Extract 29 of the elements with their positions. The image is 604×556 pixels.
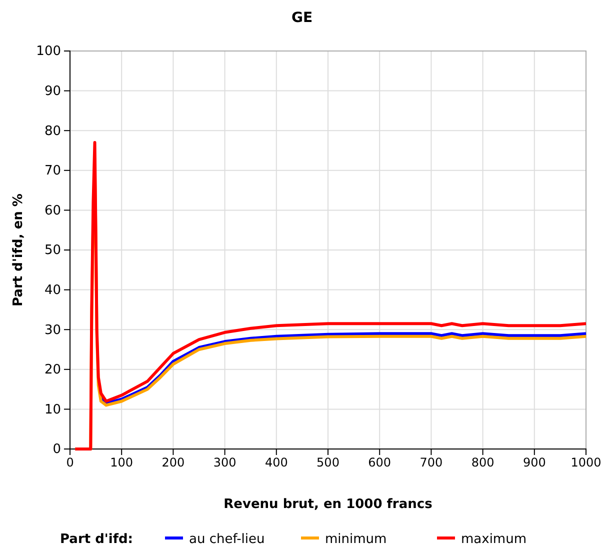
legend-title: Part d'ifd: (60, 532, 134, 547)
y-tick-label: 100 (36, 44, 61, 60)
x-tick-label: 1000 (570, 456, 602, 470)
x-tick-label: 500 (316, 456, 340, 470)
x-tick-label: 400 (264, 456, 288, 470)
y-tick-label: 30 (44, 322, 61, 338)
y-tick-label: 40 (44, 282, 61, 298)
x-tick-label: 100 (110, 456, 134, 470)
x-tick-label: 0 (66, 456, 74, 470)
x-tick-label: 600 (368, 456, 392, 470)
y-tick-label: 70 (44, 164, 61, 179)
y-tick-label: 60 (44, 203, 61, 218)
x-tick-label: 200 (162, 456, 185, 470)
legend-label: au chef-lieu (189, 532, 265, 547)
chart-title: GE (291, 10, 313, 26)
y-tick-label: 10 (44, 402, 61, 418)
legend-label: minimum (325, 532, 387, 547)
x-tick-label: 900 (522, 456, 546, 470)
x-tick-label: 700 (420, 456, 443, 470)
y-tick-label: 90 (44, 84, 61, 99)
y-tick-label: 80 (44, 124, 61, 139)
y-tick-label: 0 (52, 442, 61, 458)
x-tick-label: 300 (213, 456, 236, 470)
y-tick-label: 50 (44, 243, 61, 258)
x-axis-title: Revenu brut, en 1000 francs (224, 497, 433, 512)
x-tick-label: 800 (471, 456, 494, 470)
y-axis-title: Part d'ifd, en % (11, 194, 26, 306)
legend-label: maximum (461, 532, 527, 547)
y-tick-label: 20 (44, 362, 61, 378)
